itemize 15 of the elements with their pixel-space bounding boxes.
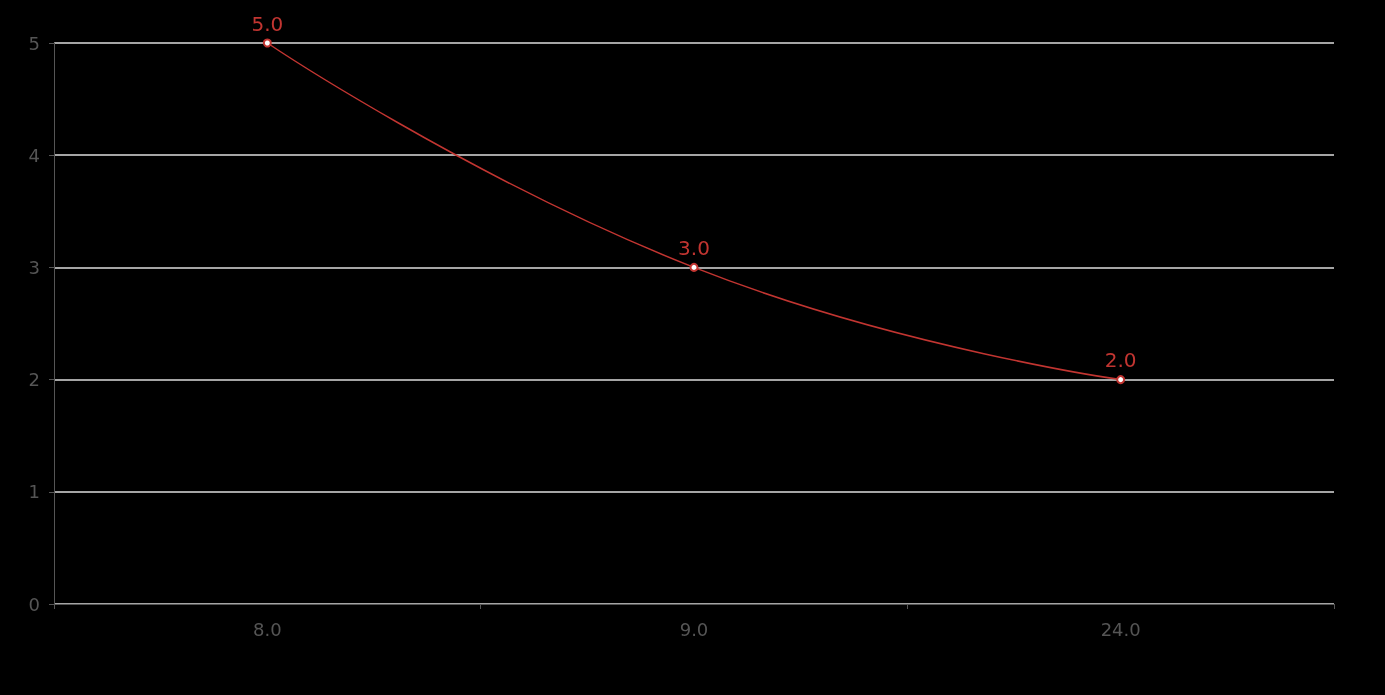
data-label: 2.0 [1104,348,1137,373]
y-tick-label: 2 [28,369,40,391]
point [689,262,699,272]
x-tick-label: 24.0 [1100,618,1141,640]
x-tick-label: 8.0 [253,618,282,640]
data-label: 5.0 [251,11,284,36]
point [1116,375,1126,385]
y-tick-label: 3 [28,256,40,278]
y-tick-label: 0 [28,593,40,615]
y-tick-label: 4 [28,144,40,166]
data-label: 3.0 [678,235,710,260]
y-tick-label: 1 [28,481,40,503]
x-tick-label: 9.0 [679,618,709,640]
point [262,38,272,48]
y-tick-label: 5 [28,32,40,54]
